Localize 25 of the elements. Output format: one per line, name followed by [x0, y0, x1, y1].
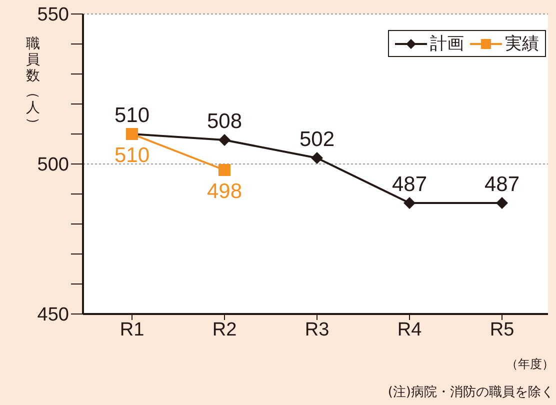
point [218, 164, 230, 176]
y-tick-label: 500 [37, 154, 69, 176]
data-label: 510 [114, 104, 150, 127]
data-label: 487 [392, 173, 428, 196]
point [218, 134, 230, 146]
x-tick-label: R2 [212, 319, 237, 340]
data-label: 502 [299, 128, 335, 151]
legend-label: 実績 [505, 33, 539, 55]
point [404, 197, 416, 209]
y-tick-label: 450 [37, 304, 69, 326]
point [496, 197, 508, 209]
y-axis-title: 職員数（人） [25, 36, 41, 131]
point [311, 152, 323, 164]
legend-label: 計画 [430, 33, 464, 55]
y-tick-label: 550 [37, 4, 69, 26]
x-tick-label: R5 [490, 319, 514, 340]
x-axis-title: （年度） [506, 356, 554, 373]
data-label: 508 [206, 110, 242, 133]
x-tick-label: R4 [397, 319, 422, 340]
text: (注)病院・消防の職員を除く [388, 384, 554, 401]
x-tick-label: R3 [304, 319, 330, 340]
x-tick-label: R1 [120, 319, 144, 340]
data-label: 487 [484, 173, 520, 196]
data-label: 498 [206, 180, 242, 203]
data-label: 510 [114, 144, 150, 167]
